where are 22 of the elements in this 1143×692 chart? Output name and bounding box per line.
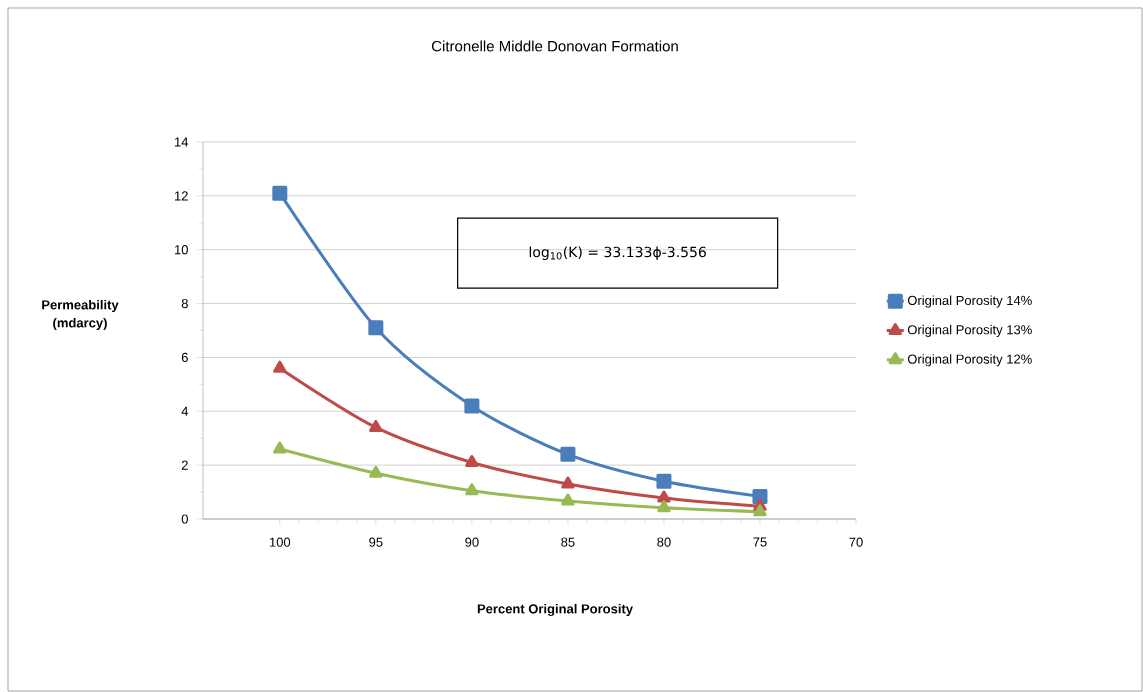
legend-label: Original Porosity 14%	[907, 295, 1032, 308]
y-tick-label: 4	[181, 406, 189, 416]
x-tick-label: 75	[753, 537, 767, 547]
x-tick-label: 95	[369, 537, 383, 547]
y-tick-label: 10	[174, 245, 188, 255]
x-tick-label: 80	[657, 537, 671, 547]
x-axis-title: Percent Original Porosity	[477, 603, 633, 617]
y-tick-label: 6	[181, 352, 188, 363]
x-tick-label: 90	[465, 537, 479, 547]
x-tick-label: 70	[849, 537, 863, 547]
y-tick-label: 14	[174, 137, 189, 147]
x-tick-label: 85	[561, 537, 575, 547]
legend-label: Original Porosity 12%	[907, 354, 1032, 367]
y-tick-label: 2	[181, 460, 188, 470]
annotation: log$_{10}$(K) = 33.133ϕ-3.556	[529, 246, 706, 260]
legend-label: Original Porosity 13%	[907, 324, 1032, 337]
y-tick-label: 12	[174, 191, 188, 201]
y-tick-label: 8	[181, 298, 188, 309]
chart-title: Citronelle Middle Donovan Formation	[431, 40, 678, 52]
y-tick-label: 0	[181, 514, 188, 524]
x-tick-label: 100	[269, 537, 291, 547]
y-axis-title: Permeability (mdarcy)	[42, 299, 119, 331]
